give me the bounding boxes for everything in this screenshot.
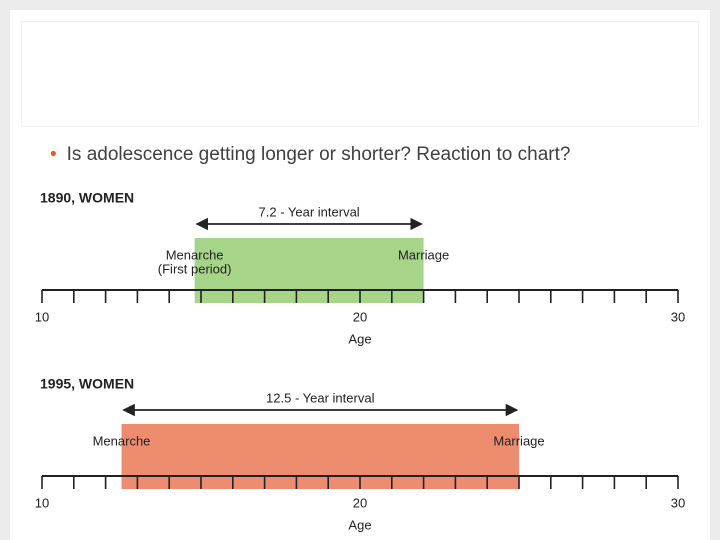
x-tick-label: 20	[353, 495, 367, 510]
x-tick-label: 10	[35, 309, 49, 324]
x-axis-label: Age	[348, 331, 371, 346]
bullet: • Is adolescence getting longer or shorte…	[50, 144, 571, 165]
start-sublabel: (First period)	[158, 261, 232, 276]
interval-label: 12.5 - Year interval	[266, 390, 375, 405]
end-label: Marriage	[493, 433, 544, 448]
start-label: Menarche	[166, 247, 224, 262]
x-tick-label: 20	[353, 309, 367, 324]
title-placeholder	[22, 22, 698, 126]
x-tick-label: 30	[671, 495, 685, 510]
bullet-text: Is adolescence getting longer or shorter…	[66, 144, 571, 165]
x-axis-label: Age	[348, 517, 371, 532]
x-tick-label: 30	[671, 309, 685, 324]
chart-title: 1995, WOMEN	[40, 376, 134, 392]
chart-title: 1890, WOMEN	[40, 190, 134, 206]
start-label: Menarche	[93, 433, 151, 448]
interval-label: 7.2 - Year interval	[259, 204, 360, 219]
end-label: Marriage	[398, 247, 449, 262]
x-tick-label: 10	[35, 495, 49, 510]
range-bar	[121, 424, 519, 489]
